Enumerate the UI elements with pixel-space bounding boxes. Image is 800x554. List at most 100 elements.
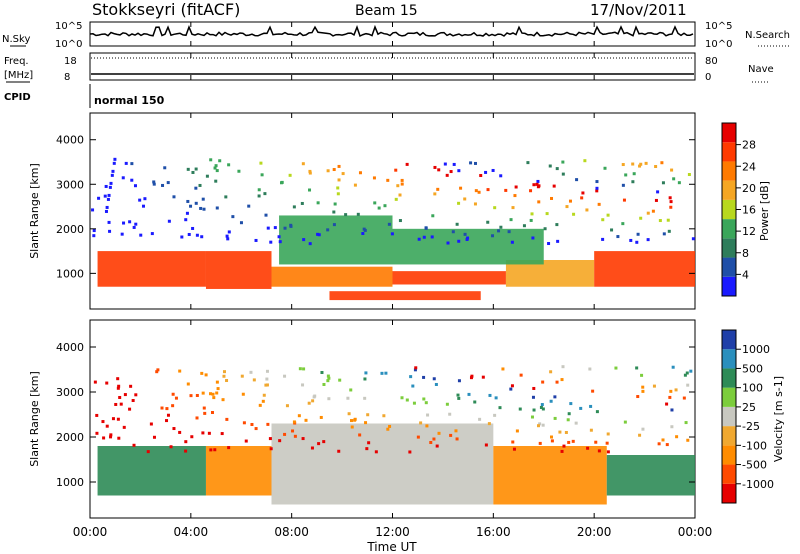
ytick-label: 2000 bbox=[56, 223, 84, 236]
power-scatter-cell bbox=[465, 237, 469, 241]
velocity-scatter-cell bbox=[448, 412, 452, 416]
velocity-scatter-cell bbox=[178, 430, 182, 434]
nave-tick-bottom: 0 bbox=[705, 72, 711, 83]
velocity-scatter-cell bbox=[595, 410, 599, 414]
power-scatter-cell bbox=[595, 189, 599, 193]
power-scatter-cell bbox=[292, 205, 296, 209]
velocity-scatter-cell bbox=[155, 370, 159, 374]
velocity-scatter-cell bbox=[549, 370, 553, 374]
power-scatter-cell bbox=[433, 192, 437, 196]
power-scatter-cell bbox=[161, 183, 165, 187]
power-scatter-cell bbox=[639, 216, 643, 220]
power-scatter-cell bbox=[266, 226, 270, 230]
velocity-scatter-cell bbox=[493, 413, 497, 417]
power-scatter-cell bbox=[390, 232, 394, 236]
colorbar-tick-label: 20 bbox=[742, 182, 756, 195]
velocity-scatter-cell bbox=[424, 401, 428, 405]
power-scatter-cell bbox=[667, 229, 671, 233]
ytick-label: 2000 bbox=[56, 431, 84, 444]
power-scatter-cell bbox=[383, 204, 387, 208]
power-scatter-cell bbox=[344, 213, 348, 217]
velocity-scatter-cell bbox=[532, 408, 536, 412]
power-scatter-cell bbox=[443, 162, 447, 166]
velocity-scatter-cell bbox=[374, 450, 378, 454]
power-scatter-cell bbox=[417, 237, 421, 241]
velocity-scatter-cell bbox=[338, 378, 342, 382]
velocity-scatter-cell bbox=[686, 383, 690, 387]
power-scatter-cell bbox=[269, 240, 273, 244]
power-scatter-cell bbox=[332, 210, 336, 214]
power-scatter-cell bbox=[529, 218, 533, 222]
velocity-scatter-cell bbox=[437, 431, 441, 435]
velocity-scatter-cell bbox=[165, 407, 169, 411]
velocity-scatter-cell bbox=[558, 430, 562, 434]
velocity-scatter-cell bbox=[445, 402, 449, 406]
velocity-scatter-cell bbox=[291, 429, 295, 433]
power-scatter-cell bbox=[358, 171, 362, 175]
noise-panel: N.Sky 10^5 10^0 10^5 10^0 N.Search bbox=[2, 21, 790, 50]
velocity-scatter-cell bbox=[560, 378, 564, 382]
velocity-scatter-cell bbox=[560, 449, 564, 453]
time-axis: 00:00 04:00 08:00 12:00 16:00 20:00 00:00 bbox=[73, 22, 713, 539]
velocity-scatter-cell bbox=[641, 389, 645, 393]
power-scatter-cell bbox=[543, 227, 547, 231]
colorbar-tick-label: 16 bbox=[742, 204, 756, 217]
velocity-scatter-cell bbox=[169, 445, 173, 449]
power-scatter-cell bbox=[595, 180, 599, 184]
power-scatter-cell bbox=[326, 228, 330, 232]
velocity-scatter-cell bbox=[413, 368, 417, 372]
power-scatter-cell bbox=[172, 195, 176, 199]
velocity-scatter-cell bbox=[118, 395, 122, 399]
power-scatter-cell bbox=[152, 180, 156, 184]
power-scatter-cell bbox=[522, 224, 526, 228]
power-scatter-cell bbox=[180, 235, 184, 239]
velocity-scatter-cell bbox=[367, 441, 371, 445]
velocity-scatter-cell bbox=[222, 370, 226, 374]
velocity-scatter-cell bbox=[478, 417, 482, 421]
velocity-scatter-cell bbox=[244, 439, 248, 443]
power-scatter-cell bbox=[279, 181, 283, 185]
velocity-scatter-cell bbox=[350, 425, 354, 429]
velocity-scatter-cell bbox=[689, 369, 693, 373]
date-title: 17/Nov/2011 bbox=[590, 1, 687, 19]
power-scatter-cell bbox=[225, 234, 229, 238]
power-scatter-cell bbox=[672, 177, 676, 181]
velocity-region-2 bbox=[271, 423, 494, 505]
power-scatter-cell bbox=[124, 161, 128, 165]
velocity-panel: 1000 2000 3000 4000 Slant Range [km] 1000 50… bbox=[28, 319, 785, 519]
velocity-scatter-cell bbox=[481, 375, 485, 379]
velocity-scatter-cell bbox=[358, 433, 362, 437]
power-scatter-cell bbox=[254, 238, 258, 242]
power-scatter-cell bbox=[308, 242, 312, 246]
power-scatter-cell bbox=[656, 190, 660, 194]
power-scatter-cell bbox=[301, 162, 305, 166]
velocity-scatter-cell bbox=[561, 365, 565, 369]
power-scatter-cell bbox=[288, 173, 292, 177]
power-scatter-cell bbox=[638, 164, 642, 168]
velocity-scatter-cell bbox=[429, 441, 433, 445]
power-scatter-cell bbox=[477, 190, 481, 194]
velocity-scatter-cell bbox=[227, 446, 231, 450]
power-scatter-cell bbox=[186, 199, 190, 203]
power-scatter-cell bbox=[661, 181, 665, 185]
power-scatter-cell bbox=[332, 168, 336, 172]
power-scatter-cell bbox=[363, 228, 367, 232]
power-scatter-cell bbox=[603, 166, 607, 170]
velocity-scatter-cell bbox=[178, 369, 182, 373]
power-scatter-cell bbox=[316, 232, 320, 236]
noise-trace bbox=[89, 24, 694, 38]
velocity-scatter-cell bbox=[285, 404, 289, 408]
velocity-region-3 bbox=[493, 446, 607, 505]
xtick-label: 00:00 bbox=[678, 525, 713, 539]
power-scatter-cell bbox=[184, 218, 188, 222]
power-scatter-cell bbox=[92, 229, 96, 233]
power-scatter-cell bbox=[104, 184, 108, 188]
power-scatter-cell bbox=[112, 161, 116, 165]
xtick-label: 16:00 bbox=[476, 525, 511, 539]
power-scatter-cell bbox=[537, 200, 541, 204]
ytick-label: 3000 bbox=[56, 386, 84, 399]
velocity-scatter-cell bbox=[322, 440, 326, 444]
power-scatter-cell bbox=[621, 163, 625, 167]
power-scatter-cell bbox=[186, 167, 190, 171]
